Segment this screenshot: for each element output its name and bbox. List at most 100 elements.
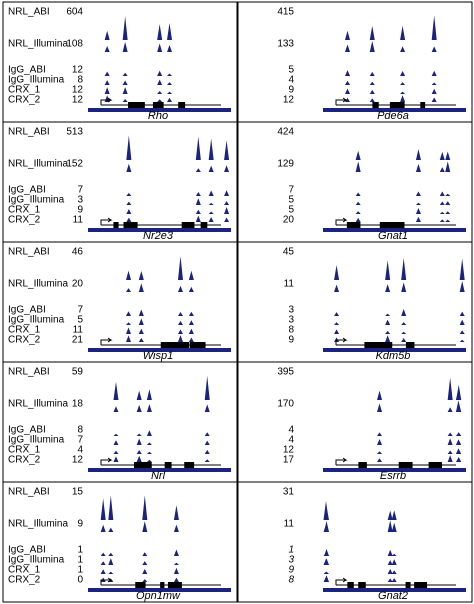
peak [431,46,437,52]
peak [224,201,230,205]
track-max: 9 [288,335,294,346]
peak [400,25,406,40]
tss-arrow [335,337,348,345]
peak [355,150,361,160]
peak [369,98,375,102]
track-label: IgG_Illumina [8,555,65,566]
peak [195,209,201,214]
track-max: 7 [77,185,83,196]
peak [400,46,406,52]
track-max: 59 [72,367,84,378]
peak [138,283,144,292]
peak [100,524,106,532]
peak [324,549,330,556]
track-max: 8 [77,75,83,86]
tss-arrow [335,217,348,225]
peak [146,404,152,412]
exon [160,582,165,588]
peak [401,331,407,334]
track-max: 20 [72,279,84,290]
track-label: CRX_2 [8,95,41,106]
exon [123,222,138,228]
track-max: 4 [288,435,294,446]
track-label: CRX_1 [8,445,41,456]
peak [104,71,110,76]
track-max: 5 [77,315,83,326]
peak [167,82,173,85]
peak [157,99,163,102]
exon [164,462,172,468]
exon [178,102,186,108]
panel: NRL_ABI 15 NRL_Illumina 9 IgG_ABI 1 IgG_Illumi… [2,481,238,603]
peak [431,97,437,102]
peak [204,449,210,454]
peak [459,339,465,342]
peak [377,451,383,454]
peak [385,330,391,334]
peak [126,322,132,325]
track-label: NRL_Illumina [8,159,68,170]
gene-name: Kdm5b [376,350,411,362]
peak [369,40,375,52]
peak [355,161,361,172]
peak [387,578,393,582]
peak [208,211,214,214]
tss-arrow [100,457,113,465]
track-label: IgG_ABI [8,425,46,436]
peak [104,87,110,94]
peak [122,98,128,102]
peak [431,70,437,76]
peak [447,377,453,400]
peak [455,388,461,400]
track-max: 3 [77,195,83,206]
track-max: 12 [283,445,295,456]
peak [208,190,214,196]
track-max: 9 [288,565,294,576]
peak [177,335,183,342]
peak [385,284,391,292]
peak [415,149,421,160]
peak [126,327,132,334]
peak [136,455,142,462]
peak [387,560,393,565]
peak [146,389,152,400]
peak [377,403,383,412]
exon [174,342,190,348]
exon [420,102,426,108]
peak [345,97,351,102]
peak [113,440,119,445]
tss-arrow [100,337,113,345]
peak [455,439,461,445]
track-max: 9 [77,519,83,530]
peak [177,285,183,292]
track-label: NRL_ABI [8,7,50,18]
exon [428,462,443,468]
peak [122,87,128,94]
exon [181,222,195,228]
peak [387,510,393,520]
peak [208,138,214,160]
track-max: 45 [283,247,295,258]
peak [113,433,119,436]
peak [324,575,330,582]
track-label: IgG_Illumina [8,315,65,326]
peak [369,89,375,94]
track-label: IgG_Illumina [8,435,65,446]
peak [224,140,230,160]
track-max: 1 [77,555,83,566]
peak [355,211,361,214]
peak [138,337,144,342]
track-max: 8 [288,575,294,586]
peak [387,568,393,574]
peak [138,318,144,325]
peak [415,202,421,205]
gene-name: Nrl [151,470,166,482]
peak [157,43,163,52]
peak [355,217,361,222]
peak [415,216,421,222]
peak [391,570,397,574]
peak [208,202,214,205]
tss-arrow [335,97,348,105]
track-max: 1 [77,565,83,576]
